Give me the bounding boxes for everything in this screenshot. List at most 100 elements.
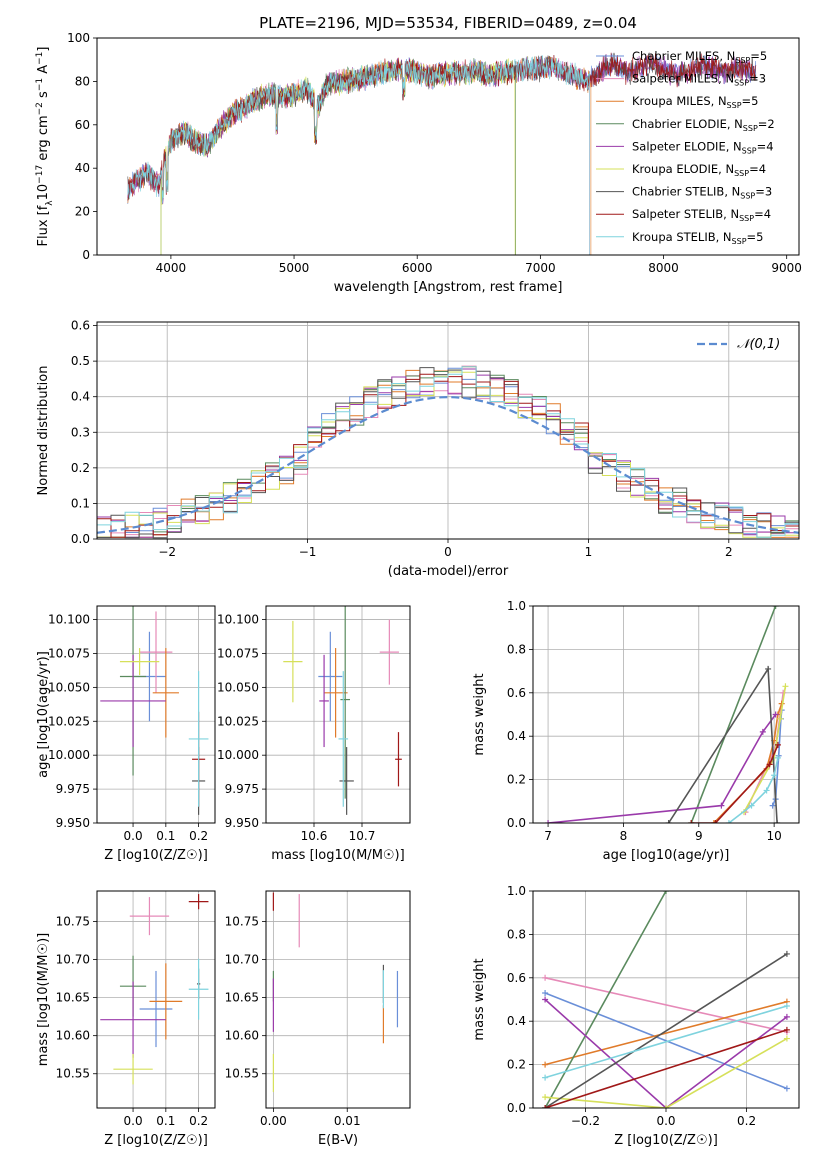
- legend-label-value: =5: [742, 94, 759, 108]
- plots-group: 4000 5000 6000 7000 8000 9000020406080100wave…: [35, 31, 802, 1148]
- weight-marker: [665, 820, 672, 823]
- weight-line-7: [667, 666, 778, 823]
- weight-marker: [783, 1085, 790, 1092]
- weight_vs_Z-content: [542, 891, 790, 1108]
- y-tick-label: 10.100: [217, 613, 259, 627]
- weight-marker: [542, 1094, 549, 1101]
- spectrum-panel: 4000 5000 6000 7000 8000 9000 0 20 40 60 80 100 wave…: [35, 31, 802, 295]
- weight-line-5: [548, 714, 777, 823]
- x-axis-label: wavelength [Angstrom, rest frame]: [334, 280, 563, 295]
- legend-label: Salpeter ELODIE, NSSP=4: [632, 139, 774, 155]
- legend-label-sub: SSP: [743, 124, 758, 133]
- axes-frame: [96, 321, 800, 540]
- weight-marker: [769, 802, 776, 809]
- x-tick-label: 0: [444, 545, 452, 559]
- weight-marker: [542, 996, 549, 1003]
- weight-marker: [748, 802, 755, 809]
- weight-line-6: [545, 1037, 788, 1108]
- y-tick-label: 9.950: [56, 816, 90, 830]
- weight-marker: [765, 665, 772, 672]
- weight-marker: [759, 728, 766, 735]
- legend-label-sub: SSP: [727, 101, 742, 110]
- weight-line-6: [743, 686, 787, 813]
- reference-legend-label: 𝒩(0,1): [737, 337, 780, 352]
- y-axis-label-part: s: [36, 91, 51, 102]
- weight-line-9: [728, 757, 779, 823]
- weight-marker: [766, 761, 773, 768]
- x-tick-label: 8: [620, 829, 628, 843]
- y-tick-label: 10.000: [48, 748, 90, 762]
- weight-marker: [774, 741, 781, 748]
- y-tick-label: 10.025: [217, 714, 259, 728]
- y-tick-label: 10.65: [56, 991, 90, 1005]
- x-tick-label: −2: [158, 545, 176, 559]
- legend-label-main: Chabrier ELODIE, N: [632, 117, 743, 131]
- legend-label-value: =4: [749, 162, 766, 176]
- weight-line-2: [544, 977, 788, 1033]
- x-tick-label: 0.0: [656, 1114, 675, 1128]
- x-axis-label: Z [log10(Z/Z☉)]: [614, 1133, 718, 1148]
- y-tick-label: 0.2: [507, 1058, 526, 1072]
- spectrum-line-8: [127, 52, 757, 201]
- axes-frame: [265, 890, 411, 1109]
- legend-label: Kroupa ELODIE, NSSP=4: [632, 162, 766, 178]
- y-axis-label: Flux [fλ10−17 erg cm−2 s−1 A−1]: [35, 47, 55, 247]
- y-tick-label: 0.6: [507, 686, 526, 700]
- weight-marker: [783, 1026, 790, 1033]
- y-tick-label: 100: [67, 31, 90, 45]
- weight-marker: [542, 989, 549, 996]
- mass_vs_ebv-content: [272, 892, 399, 1093]
- x-tick-label: 8000: [648, 261, 679, 275]
- y-tick-label: 40: [75, 161, 90, 175]
- legend-label-main: Salpeter STELIB, N: [632, 207, 739, 221]
- y-tick-label: 10.100: [48, 613, 90, 627]
- legend-label-value: =4: [754, 207, 771, 221]
- y-tick-label: 0.2: [71, 461, 90, 475]
- x-axis-label: mass [log10(M/M☉)]: [271, 848, 404, 863]
- x-tick-label: −1: [299, 545, 317, 559]
- y-tick-label: 9.975: [225, 782, 259, 796]
- legend-label: Kroupa STELIB, NSSP=5: [632, 230, 763, 246]
- y-tick-label: 0.6: [71, 319, 90, 333]
- weight-marker: [542, 1074, 549, 1081]
- legend-label: Chabrier STELIB, NSSP=3: [632, 185, 772, 201]
- y-axis-label: mass weight: [472, 958, 487, 1040]
- axes-frame: [532, 605, 800, 824]
- legend-label: Salpeter STELIB, NSSP=4: [632, 207, 771, 223]
- legend-label-sub: SSP: [742, 146, 757, 155]
- y-tick-label: 0.3: [71, 425, 90, 439]
- weight-line-5: [544, 998, 788, 1108]
- x-tick-label: 9000: [771, 261, 802, 275]
- mass_vs_Z-panel: 0.0 0.1 0.2 10.55 10.60 10.65 10.70 10.75 Z [log…: [36, 890, 216, 1148]
- x-tick-label: 9: [695, 829, 703, 843]
- y-tick-label: 10.60: [225, 1029, 259, 1043]
- y-tick-label: 10.050: [217, 680, 259, 694]
- legend-label-sub: SSP: [734, 79, 749, 88]
- weight-marker: [783, 1013, 790, 1020]
- y-tick-label: 10.70: [225, 953, 259, 967]
- weight-marker: [718, 802, 725, 809]
- x-tick-label: 6000: [402, 261, 433, 275]
- legend-label-sub: SSP: [735, 56, 750, 65]
- legend-label-main: Kroupa STELIB, N: [632, 230, 732, 244]
- x-tick-label: 10.6: [301, 829, 328, 843]
- y-tick-label: 10.075: [217, 646, 259, 660]
- y-axis-label-part: −1: [35, 78, 45, 91]
- y-tick-label: 0.0: [507, 1101, 526, 1115]
- y-axis-label-part: −2: [35, 102, 45, 115]
- y-axis-label-part: ]: [36, 47, 51, 52]
- axes-frame: [265, 605, 411, 824]
- y-tick-label: 1.0: [507, 884, 526, 898]
- legend-label-main: Salpeter MILES, N: [632, 72, 734, 86]
- legend-label-value: =4: [757, 139, 774, 153]
- y-tick-label: 0.0: [507, 816, 526, 830]
- y-axis-label-part: A: [36, 65, 51, 78]
- y-tick-label: 0.4: [71, 390, 90, 404]
- axes-frame: [96, 605, 216, 824]
- weight-marker: [763, 787, 770, 794]
- legend-label-main: Chabrier MILES, N: [632, 49, 735, 63]
- y-axis-label: mass weight: [472, 673, 487, 755]
- y-tick-label: 10.75: [56, 914, 90, 928]
